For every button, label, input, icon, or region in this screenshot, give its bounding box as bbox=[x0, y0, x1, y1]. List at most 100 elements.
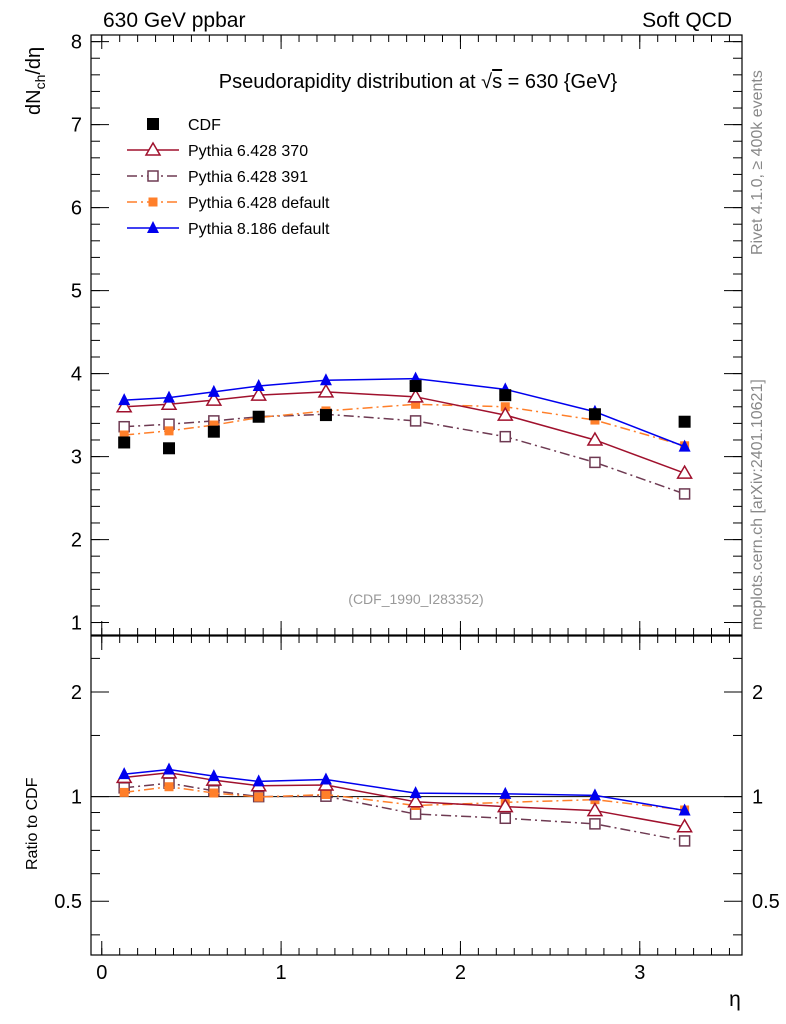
data-point bbox=[163, 390, 176, 403]
ratio-point bbox=[254, 792, 264, 802]
data-point bbox=[252, 410, 265, 423]
y-tick-label: 8 bbox=[71, 32, 82, 54]
data-point bbox=[118, 420, 130, 433]
data-point bbox=[499, 389, 512, 402]
data-point bbox=[118, 393, 131, 406]
data-point bbox=[678, 439, 691, 452]
data-point bbox=[205, 391, 223, 406]
legend-label: CDF bbox=[188, 117, 221, 134]
ratio-point bbox=[207, 769, 220, 782]
data-point bbox=[588, 408, 601, 421]
y-tick-label: 6 bbox=[71, 198, 82, 220]
ratio-point bbox=[678, 835, 691, 847]
data-point bbox=[407, 388, 424, 403]
data-point bbox=[319, 373, 332, 386]
ratio-point bbox=[118, 767, 131, 780]
ratio-point bbox=[499, 786, 512, 799]
x-tick-label: 2 bbox=[455, 962, 466, 984]
data-point bbox=[119, 430, 129, 440]
legend-marker bbox=[147, 118, 159, 130]
y-axis-label: dNch/dη bbox=[23, 47, 48, 115]
header-left: 630 GeV ppbar bbox=[103, 9, 245, 32]
y-tick-label: 4 bbox=[71, 364, 82, 386]
legend-item: Pythia 6.428 370 bbox=[127, 141, 308, 160]
y-tick-label: 3 bbox=[71, 447, 82, 469]
x-axis-label: η bbox=[729, 988, 741, 1011]
main-plot-frame bbox=[90, 34, 743, 636]
ratio-y-tick-label: 1 bbox=[71, 787, 82, 809]
ratio-point bbox=[163, 762, 176, 775]
data-point bbox=[207, 384, 220, 397]
data-point bbox=[252, 379, 265, 392]
legend-label: Pythia 6.428 370 bbox=[188, 143, 308, 160]
rivet-label: Rivet 4.1.0, ≥ 400k events bbox=[749, 70, 766, 255]
legend-item: Pythia 6.428 391 bbox=[127, 169, 308, 186]
ratio-point bbox=[164, 782, 174, 792]
data-point bbox=[164, 426, 174, 436]
ratio-y-tick-label-right: 1 bbox=[752, 787, 763, 809]
data-point bbox=[118, 436, 131, 449]
data-point bbox=[496, 406, 514, 421]
ratio-point bbox=[496, 798, 514, 813]
ratio-y-tick-label-right: 2 bbox=[752, 682, 763, 704]
data-point bbox=[250, 386, 267, 401]
y-tick-label: 5 bbox=[71, 281, 82, 303]
data-point bbox=[409, 380, 422, 393]
legend-marker bbox=[147, 170, 159, 182]
legend-label: Pythia 6.428 391 bbox=[188, 169, 308, 186]
data-point bbox=[319, 409, 332, 422]
ratio-point bbox=[119, 787, 129, 797]
data-point bbox=[115, 398, 133, 413]
ratio-y-tick-label-right: 0.5 bbox=[752, 891, 780, 913]
series-cdf bbox=[118, 380, 691, 455]
data-point bbox=[409, 415, 422, 427]
ratio-point bbox=[319, 772, 332, 785]
legend-marker bbox=[144, 141, 162, 156]
ratio-point bbox=[586, 802, 604, 817]
data-point bbox=[160, 395, 178, 411]
ratio-point bbox=[588, 788, 601, 801]
series-pythia-6-428-391 bbox=[118, 408, 691, 847]
ratio-point bbox=[499, 812, 512, 825]
ratio-y-tick-label: 0.5 bbox=[54, 891, 82, 913]
ratio-point bbox=[589, 818, 601, 830]
ratio-point bbox=[678, 803, 691, 816]
data-point bbox=[411, 399, 421, 409]
ratio-point bbox=[252, 774, 265, 787]
y-tick-label: 2 bbox=[71, 530, 82, 552]
y-tick-label: 7 bbox=[71, 115, 82, 137]
ratio-point bbox=[321, 789, 331, 799]
mcplots-label: mcplots.cern.ch [arXiv:2401.10621] bbox=[749, 379, 766, 630]
ratio-plot-frame bbox=[90, 635, 743, 956]
ratio-point bbox=[409, 808, 422, 820]
legend-marker bbox=[148, 197, 158, 207]
legend-marker bbox=[147, 221, 159, 233]
data-point bbox=[499, 430, 512, 443]
data-point bbox=[678, 488, 691, 500]
header-right: Soft QCD bbox=[642, 9, 732, 32]
watermark: (CDF_1990_I283352) bbox=[348, 591, 483, 607]
legend-label: Pythia 6.428 default bbox=[188, 195, 330, 212]
chart-title: Pseudorapidity distribution at √s = 630 … bbox=[219, 71, 618, 93]
data-point bbox=[207, 425, 220, 438]
data-point bbox=[678, 415, 691, 428]
ratio-y-tick-label: 2 bbox=[71, 682, 82, 704]
y-tick-label: 1 bbox=[71, 613, 82, 635]
data-point bbox=[209, 420, 219, 430]
series-pythia-6-428-default bbox=[119, 399, 690, 815]
x-tick-label: 0 bbox=[96, 962, 107, 984]
series-pythia-6-428-370 bbox=[115, 383, 693, 833]
x-tick-label: 1 bbox=[276, 962, 287, 984]
legend-item: Pythia 8.186 default bbox=[127, 221, 330, 238]
legend-label: Pythia 8.186 default bbox=[188, 221, 330, 238]
ratio-point bbox=[676, 818, 693, 833]
x-tick-label: 3 bbox=[634, 962, 645, 984]
legend-item: CDF bbox=[147, 117, 221, 134]
ratio-point bbox=[407, 793, 424, 808]
ratio-y-axis-label: Ratio to CDF bbox=[24, 777, 41, 870]
data-point bbox=[317, 383, 335, 398]
legend-item: Pythia 6.428 default bbox=[127, 195, 330, 212]
data-point bbox=[676, 464, 693, 479]
data-point bbox=[589, 456, 601, 469]
